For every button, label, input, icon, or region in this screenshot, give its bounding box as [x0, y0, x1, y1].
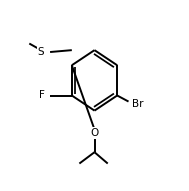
Text: Br: Br — [132, 99, 144, 109]
Text: S: S — [38, 47, 44, 57]
Text: F: F — [39, 91, 44, 100]
Text: O: O — [90, 128, 99, 138]
